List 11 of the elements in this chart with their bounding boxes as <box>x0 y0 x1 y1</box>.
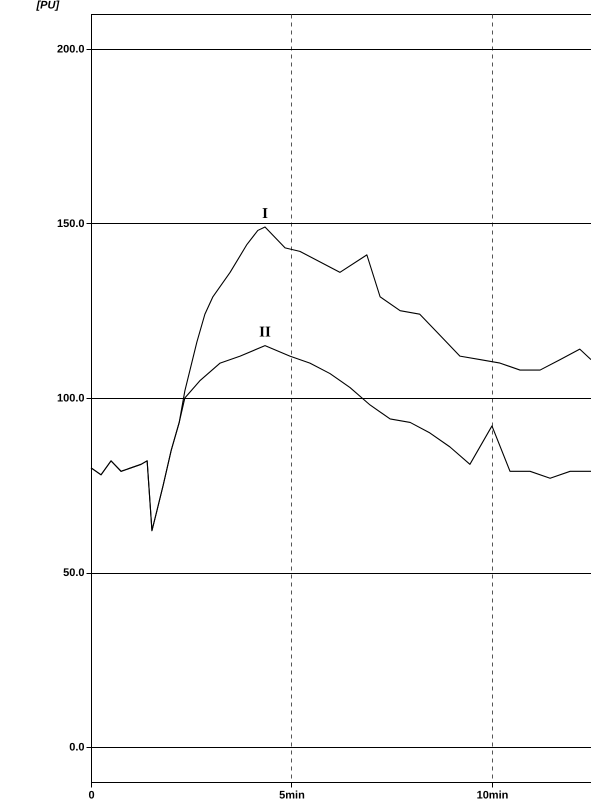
y-tick-label: 200.0 <box>56 43 84 56</box>
y-axis-title: [PU] <box>36 0 60 12</box>
y-tick-label: 0.0 <box>69 742 84 754</box>
series-label: II <box>259 324 272 341</box>
x-tick-label: 5min <box>279 790 306 802</box>
series-label: I <box>262 206 268 222</box>
x-tick-label: 10min <box>476 790 509 802</box>
y-tick-label: 50.0 <box>63 567 84 580</box>
x-tick-label: 0 <box>88 790 95 802</box>
y-tick-label: 150.0 <box>56 218 84 230</box>
y-tick-label: 100.0 <box>56 392 84 404</box>
